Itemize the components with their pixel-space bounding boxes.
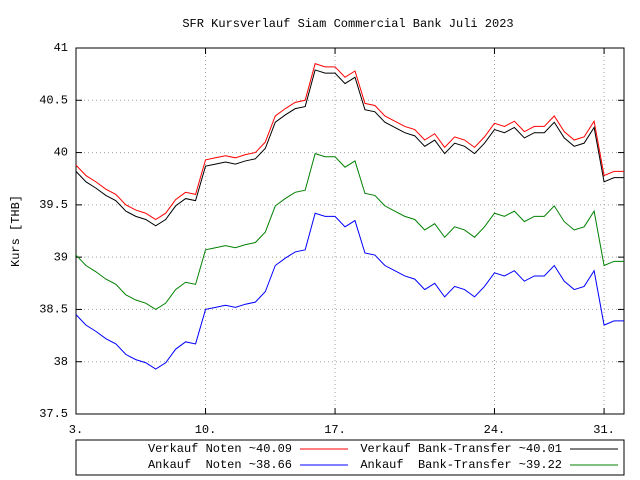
y-tick-label: 38 bbox=[54, 355, 68, 369]
y-tick-label: 39 bbox=[54, 250, 68, 264]
x-tick-label: 31. bbox=[593, 423, 615, 437]
y-axis-label: Kurs [THB] bbox=[9, 195, 23, 267]
series-line bbox=[75, 152, 624, 311]
y-tick-label: 38.5 bbox=[39, 303, 68, 317]
y-tick-label: 40 bbox=[54, 146, 68, 160]
x-tick-label: 3. bbox=[69, 423, 83, 437]
series-line bbox=[75, 69, 624, 227]
legend-box bbox=[75, 439, 625, 476]
legend-label: Ankauf Noten ~38.66 bbox=[148, 458, 292, 472]
series-line bbox=[75, 63, 624, 221]
legend-label: Ankauf Bank-Transfer ~39.22 bbox=[360, 458, 562, 472]
x-tick-label: 17. bbox=[324, 423, 346, 437]
series-line bbox=[75, 212, 624, 370]
y-tick-label: 37.5 bbox=[39, 407, 68, 421]
y-tick-label: 40.5 bbox=[39, 93, 68, 107]
plot-frame bbox=[75, 47, 625, 415]
y-tick-label: 39.5 bbox=[39, 198, 68, 212]
x-tick-label: 10. bbox=[195, 423, 217, 437]
chart-title: SFR Kursverlauf Siam Commercial Bank Jul… bbox=[182, 17, 513, 31]
legend-label: Verkauf Noten ~40.09 bbox=[148, 442, 292, 456]
legend-label: Verkauf Bank-Transfer ~40.01 bbox=[360, 442, 562, 456]
y-tick-label: 41 bbox=[54, 41, 68, 55]
x-tick-label: 24. bbox=[484, 423, 506, 437]
